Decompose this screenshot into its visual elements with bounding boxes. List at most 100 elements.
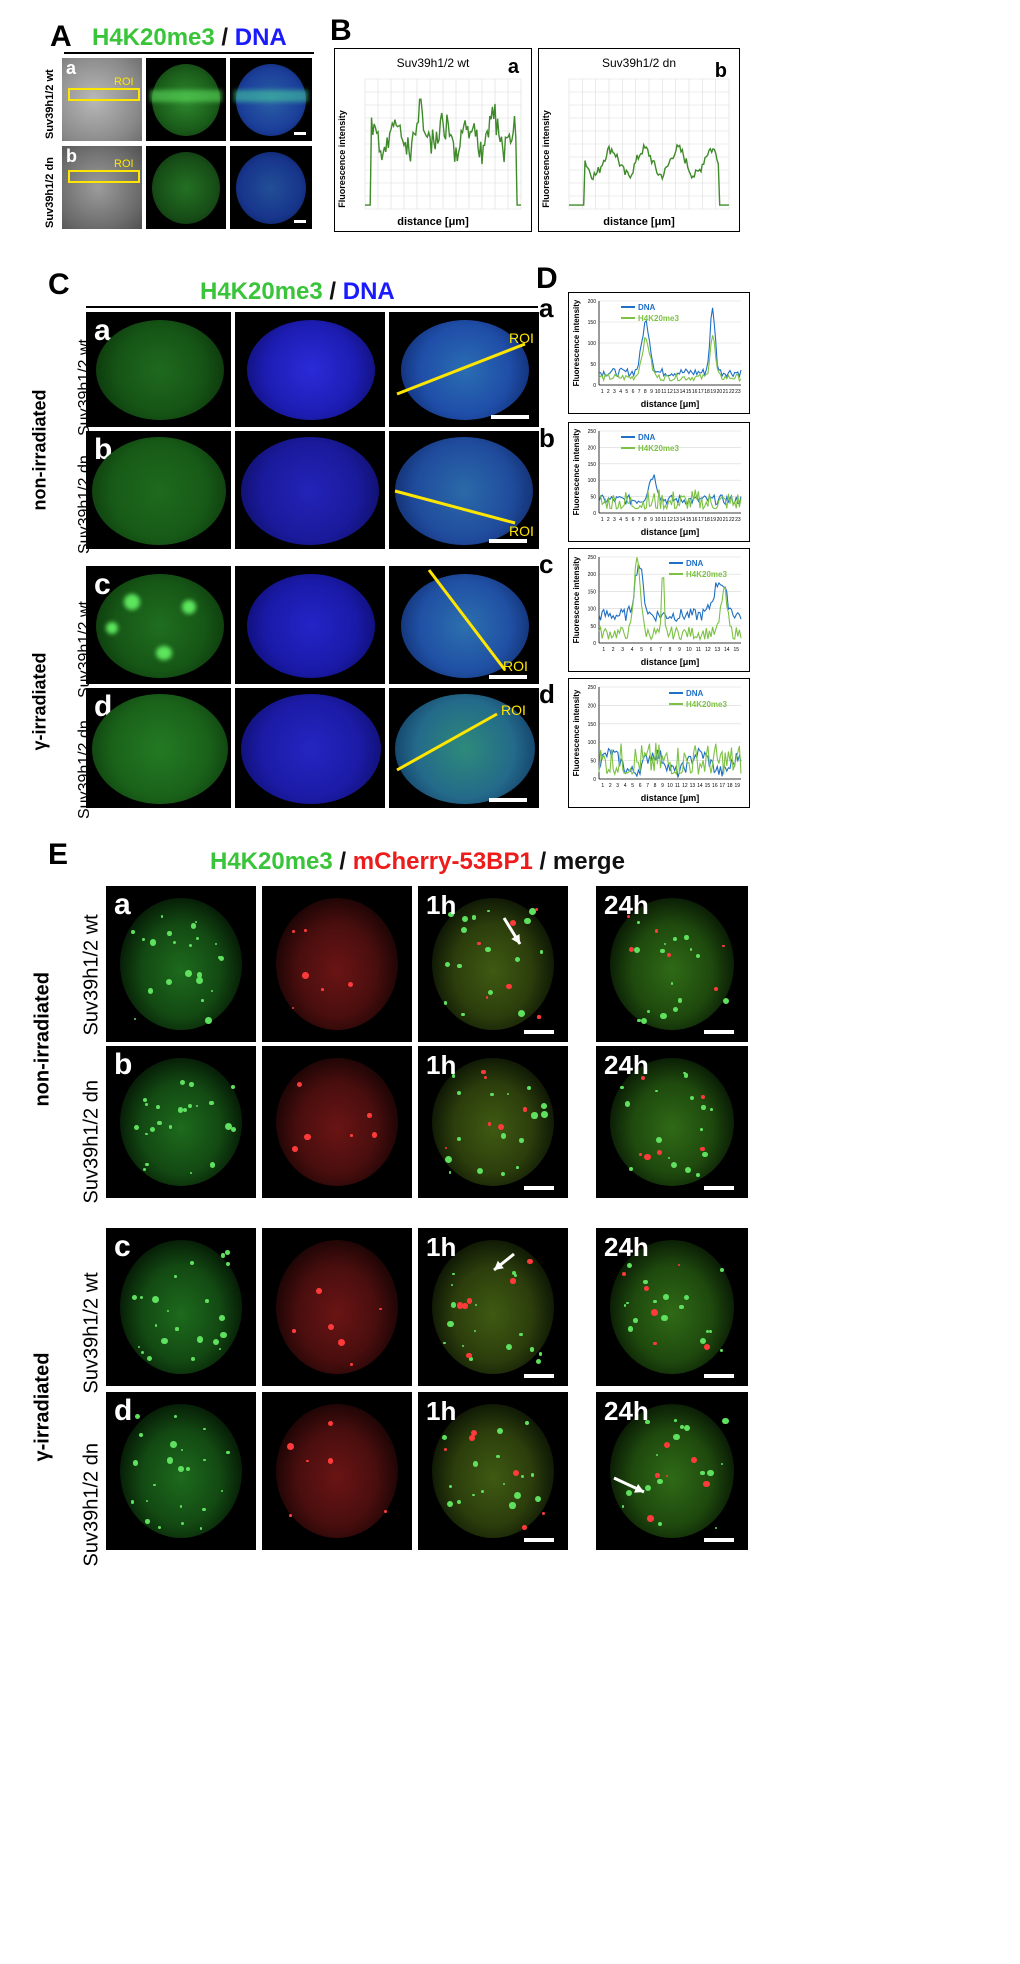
foci	[161, 1337, 168, 1345]
panel-d-plot-b: b 0 50 100 150 200 250 1 2 3 4 5 6 7 8 9 10 11 12 13 14 15 16 1…	[539, 422, 750, 542]
y-tick-label: 0	[593, 641, 596, 647]
nucleus	[276, 1058, 398, 1186]
foci	[301, 971, 309, 979]
foci	[204, 1299, 209, 1304]
y-tick-label: 0	[593, 777, 596, 783]
foci	[444, 961, 451, 968]
h4k20me3-profile-line	[598, 489, 742, 511]
x-tick-label: 6	[639, 783, 642, 789]
foci	[149, 939, 157, 946]
foci	[714, 1527, 717, 1530]
title-h4k20me3: H4K20me3	[210, 848, 333, 875]
foci	[456, 1090, 462, 1096]
foci	[509, 1502, 516, 1509]
foci	[542, 1512, 546, 1516]
roi-line	[427, 569, 507, 671]
x-tick-label: 3	[616, 783, 619, 789]
foci	[538, 1351, 543, 1356]
foci	[526, 1085, 532, 1091]
foci	[167, 1310, 170, 1313]
x-tick-label: 18	[704, 389, 710, 395]
panel-c-title: H4K20me3 / DNA	[200, 278, 395, 306]
panel-c-c-green: c	[86, 566, 231, 684]
x-tick-label: 20	[717, 389, 723, 395]
x-tick-label: 7	[646, 783, 649, 789]
foci	[487, 909, 490, 913]
legend-label-h4k20me3: H4K20me3	[638, 444, 679, 453]
foci	[177, 1107, 184, 1113]
foci	[519, 1332, 523, 1336]
x-tick-label: 16	[712, 783, 718, 789]
foci	[456, 1499, 462, 1505]
sub-letter: d	[114, 1394, 133, 1427]
foci	[140, 1350, 145, 1354]
x-tick-label: 7	[638, 517, 641, 523]
h4k20me3-profile-line	[598, 557, 742, 642]
panel-c-b-green: b	[86, 431, 231, 549]
title-h4k20me3: H4K20me3	[92, 24, 215, 51]
x-tick-label: 14	[697, 783, 703, 789]
foci	[644, 1153, 652, 1161]
x-tick-label: 20	[717, 517, 723, 523]
foci	[347, 981, 354, 988]
plot-sub-letter: a	[539, 293, 554, 323]
x-tick-label: 19	[710, 389, 716, 395]
x-tick-label: 1	[601, 517, 604, 523]
foci	[166, 1457, 174, 1464]
foci	[471, 1430, 478, 1437]
nucleus-blue	[247, 574, 375, 678]
foci	[627, 1326, 634, 1332]
panel-a-merge-dn	[230, 146, 312, 229]
foci	[220, 1331, 227, 1338]
scale-bar	[524, 1374, 554, 1378]
foci	[456, 1302, 464, 1309]
foci	[707, 1470, 714, 1477]
foci	[321, 988, 324, 991]
sub-letter: a	[114, 888, 131, 921]
foci	[448, 1485, 452, 1488]
scale-bar	[704, 1186, 734, 1190]
arrow-icon	[613, 1476, 645, 1494]
heterochromatin-band	[150, 90, 222, 102]
nucleus-blue	[247, 320, 375, 420]
panel-e-c-merge1h: 1h	[418, 1228, 568, 1386]
foci	[636, 921, 640, 924]
foci	[722, 945, 725, 948]
foci	[185, 1467, 190, 1472]
foci	[145, 1133, 148, 1136]
nucleus-green	[96, 320, 224, 420]
title-dna: DNA	[234, 24, 287, 51]
y-tick-label: 100	[588, 478, 597, 484]
nucleus-merge	[395, 437, 533, 545]
foci	[633, 947, 640, 954]
foci	[628, 1166, 633, 1171]
foci	[514, 956, 521, 963]
nucleus	[432, 1058, 554, 1186]
foci	[367, 1113, 372, 1118]
panel-e-row-label-a: Suv39h1/2 wt	[80, 914, 103, 1036]
foci	[539, 949, 544, 954]
x-tick-label: 15	[705, 783, 711, 789]
foci	[203, 1427, 207, 1431]
foci	[214, 942, 217, 945]
foci	[714, 986, 719, 991]
panel-e-d-red	[262, 1392, 412, 1550]
plot-sub-letter: c	[539, 549, 554, 579]
x-axis-label: distance [μm]	[603, 216, 675, 228]
panel-c-d-blue	[235, 688, 385, 808]
foci	[677, 1264, 680, 1267]
x-tick-label: 18	[727, 783, 733, 789]
foci	[443, 1341, 446, 1345]
foci	[225, 1123, 233, 1131]
panel-e-a-red	[262, 886, 412, 1042]
x-tick-label: 23	[735, 389, 741, 395]
heterochromatin-band	[234, 90, 308, 102]
foci	[720, 1349, 723, 1352]
x-tick-label: 12	[682, 783, 688, 789]
panel-e-group-irradiated: γ-irradiated	[31, 1352, 54, 1462]
legend-label-dna: DNA	[638, 433, 656, 442]
foci	[684, 1167, 691, 1174]
foci	[653, 1299, 658, 1304]
panel-e-c-green: c	[106, 1228, 256, 1386]
